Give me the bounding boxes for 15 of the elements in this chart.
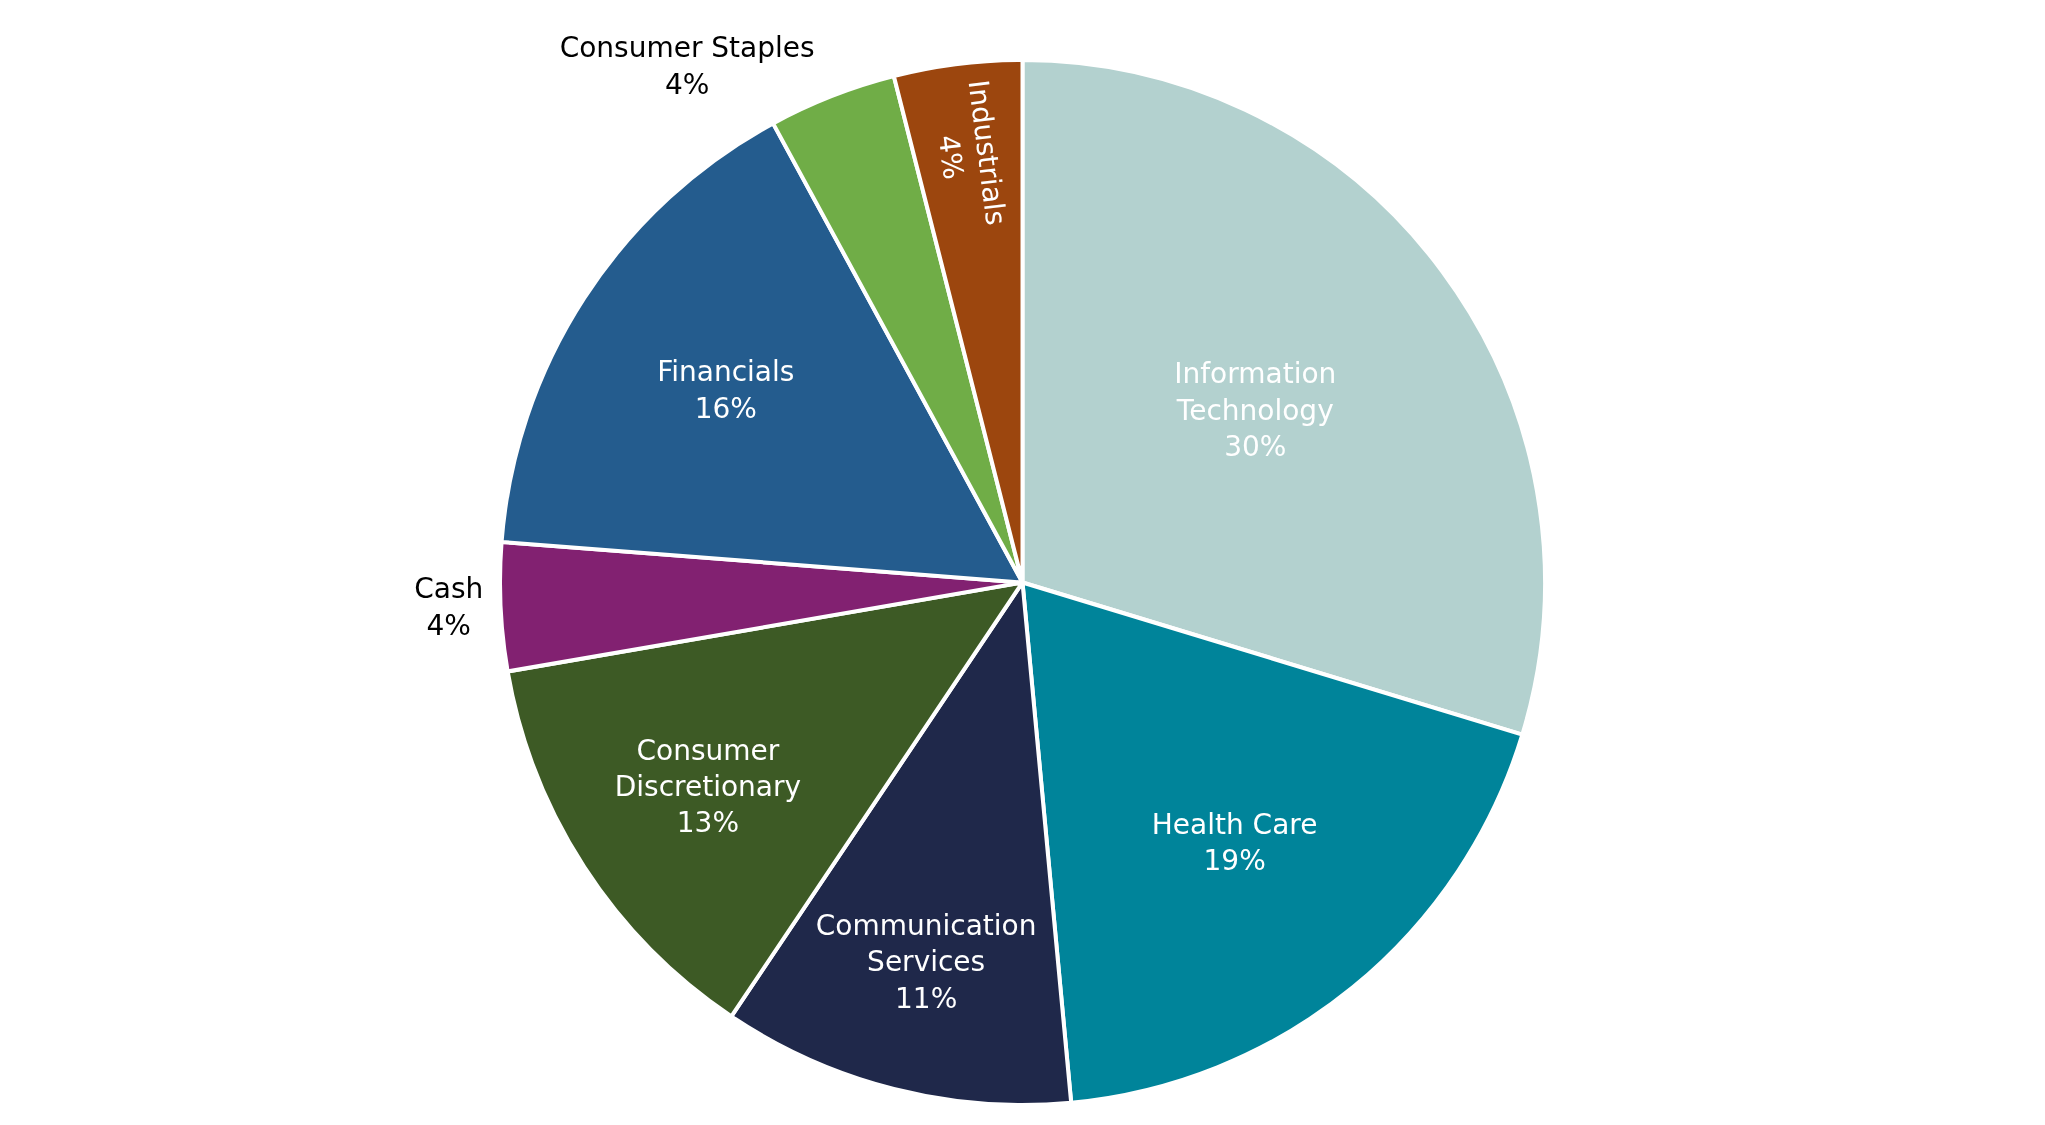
slice-label: Financials [657,355,795,389]
data-label: 11% [895,981,958,1015]
data-label: 13% [676,806,740,840]
slice-label: Health Care [1151,807,1318,841]
data-label: 4% [931,132,971,182]
slice-label: Cash [414,572,484,606]
slice-label: Information Technology [1174,357,1337,427]
data-label: 16% [694,391,757,425]
slice-label: Communication Services [815,908,1037,979]
data-label: 4% [664,67,710,101]
data-label: 30% [1224,429,1287,463]
slice-label: Consumer Discretionary [614,733,802,804]
data-label: 4% [426,608,471,642]
data-label: 19% [1203,844,1266,878]
slice-label: Consumer Staples [559,31,815,65]
